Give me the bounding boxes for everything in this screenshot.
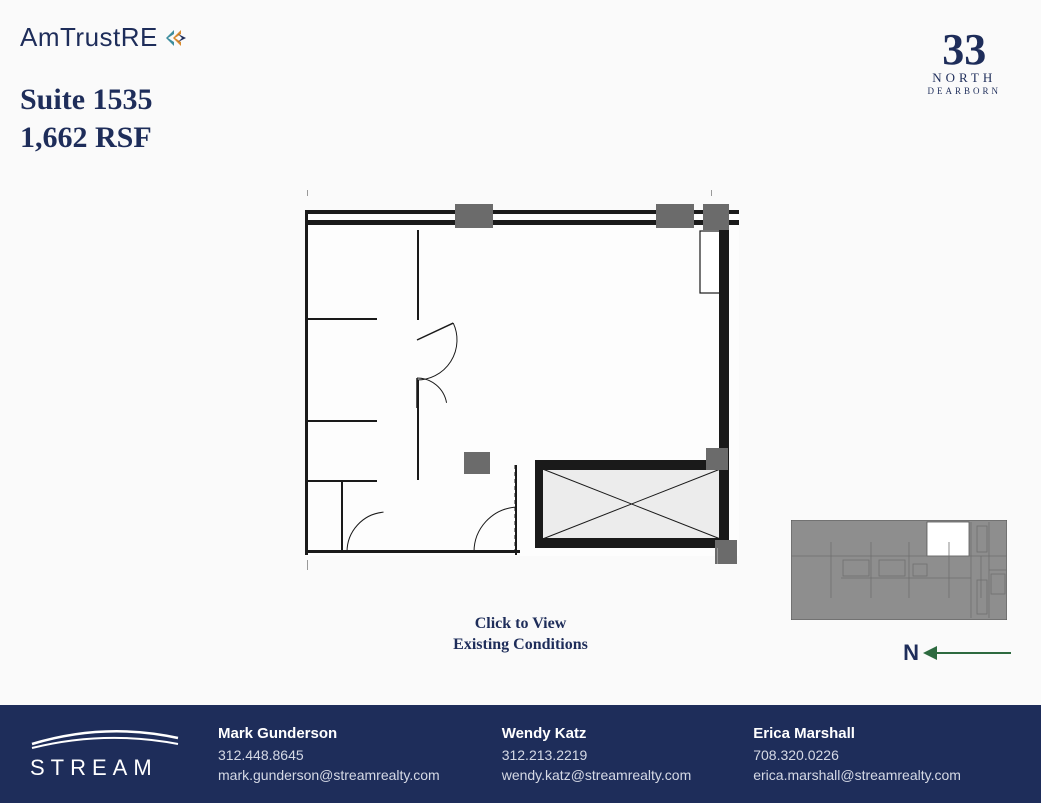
arrow-left-icon: [923, 644, 1011, 662]
building-line1: NORTH: [927, 70, 1001, 86]
logo-arrows-icon: [164, 27, 188, 49]
stream-swoosh-icon: [30, 728, 180, 750]
key-plan-svg: [791, 520, 1007, 620]
suite-info: Suite 1535 1,662 RSF: [20, 81, 188, 156]
building-identity: 33 NORTH DEARBORN: [927, 30, 1001, 96]
rsf-label: 1,662 RSF: [20, 119, 188, 157]
header-left: AmTrustRE Suite 1535 1,662 RSF: [20, 22, 188, 156]
footer-contacts: Mark Gunderson 312.448.8645 mark.gunders…: [218, 723, 1011, 785]
contact-3: Erica Marshall 708.320.0226 erica.marsha…: [753, 723, 961, 785]
footer-logo-text: STREAM: [30, 755, 200, 781]
contact-email: erica.marshall@streamrealty.com: [753, 765, 961, 785]
contact-phone: 312.448.8645: [218, 745, 440, 765]
building-number: 33: [927, 30, 1001, 70]
caption-line2: Existing Conditions: [0, 635, 1041, 656]
company-logo-text: AmTrustRE: [20, 22, 158, 53]
contact-name: Erica Marshall: [753, 723, 961, 745]
floorplan-svg: [305, 190, 739, 570]
company-logo: AmTrustRE: [20, 22, 188, 53]
key-plan: [791, 520, 1007, 620]
contact-phone: 312.213.2219: [502, 745, 692, 765]
contact-name: Wendy Katz: [502, 723, 692, 745]
footer: STREAM Mark Gunderson 312.448.8645 mark.…: [0, 705, 1041, 803]
floorplan[interactable]: [305, 190, 739, 556]
contact-email: wendy.katz@streamrealty.com: [502, 765, 692, 785]
footer-logo: STREAM: [30, 728, 200, 781]
contact-name: Mark Gunderson: [218, 723, 440, 745]
contact-1: Mark Gunderson 312.448.8645 mark.gunders…: [218, 723, 440, 785]
floorplan-caption[interactable]: Click to View Existing Conditions: [0, 614, 1041, 656]
contact-phone: 708.320.0226: [753, 745, 961, 765]
suite-label: Suite 1535: [20, 81, 188, 119]
contact-email: mark.gunderson@streamrealty.com: [218, 765, 440, 785]
building-line2: DEARBORN: [927, 86, 1001, 96]
contact-2: Wendy Katz 312.213.2219 wendy.katz@strea…: [502, 723, 692, 785]
north-compass: N: [903, 640, 1011, 666]
compass-letter: N: [903, 640, 919, 666]
